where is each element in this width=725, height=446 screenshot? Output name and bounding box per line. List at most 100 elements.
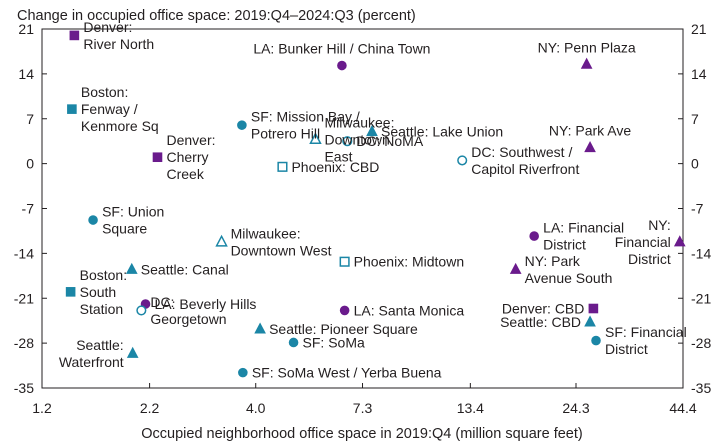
point-label: Milwaukee: Downtown East bbox=[324, 114, 394, 164]
x-tick-label: 13.4 bbox=[457, 400, 484, 416]
point-label: NY: Park Avenue South bbox=[525, 253, 613, 286]
point-label: DC: Georgetown bbox=[150, 294, 226, 327]
data-point bbox=[125, 262, 138, 274]
point-label-line: SF: SoMa bbox=[303, 334, 365, 350]
point-label-line: Cherry bbox=[166, 149, 208, 165]
data-point bbox=[457, 155, 468, 166]
point-label-line: District bbox=[628, 251, 671, 267]
point-label-line: Creek bbox=[166, 166, 204, 182]
x-tick-label: 4.0 bbox=[246, 400, 266, 416]
y-tick-label-left: -14 bbox=[14, 245, 34, 261]
point-labels: Denver: River North LA: Bunker Hill / Chin… bbox=[59, 19, 687, 381]
point-label-line: LA: Santa Monica bbox=[354, 302, 465, 318]
point-label-line: Milwaukee: bbox=[231, 225, 301, 241]
y-tick-label-left: 0 bbox=[26, 156, 34, 172]
point-label-line: Downtown bbox=[324, 131, 389, 147]
x-axis-label: Occupied neighborhood office space in 20… bbox=[141, 426, 582, 442]
data-point bbox=[580, 57, 593, 69]
point-label: Phoenix: Midtown bbox=[354, 254, 465, 270]
point-label: LA: Santa Monica bbox=[354, 302, 465, 318]
data-point bbox=[584, 141, 596, 153]
data-point bbox=[529, 231, 539, 241]
point-label-line: Phoenix: CBD bbox=[291, 159, 379, 175]
point-label-line: Denver: bbox=[83, 19, 132, 35]
point-label-line: Financial bbox=[615, 234, 671, 250]
point-label-line: NY: Park Ave bbox=[549, 123, 631, 139]
point-label: Denver: Cherry Creek bbox=[166, 132, 215, 182]
point-label-line: DC: bbox=[150, 294, 174, 310]
point-label: SF: SoMa bbox=[303, 334, 365, 350]
point-label-line: Denver: bbox=[166, 132, 215, 148]
point-label-line: Milwaukee: bbox=[324, 114, 394, 130]
x-tick-label: 24.3 bbox=[562, 400, 589, 416]
point-label-line: SF: Union bbox=[102, 204, 164, 220]
y-tick-label-right: -21 bbox=[691, 290, 711, 306]
point-label-line: District bbox=[543, 237, 586, 253]
point-label-line: Boston: bbox=[80, 267, 127, 283]
point-label-line: Kenmore Sq bbox=[81, 118, 159, 134]
y-tick-label-left: 7 bbox=[26, 111, 34, 127]
data-point bbox=[342, 136, 353, 147]
y-tick-label-right: -28 bbox=[691, 335, 711, 351]
data-point bbox=[588, 303, 599, 314]
data-point bbox=[136, 305, 147, 316]
data-point bbox=[238, 367, 248, 378]
point-label-line: DC: Southwest / bbox=[471, 144, 572, 160]
point-label-line: SF: SoMa West / Yerba Buena bbox=[252, 365, 442, 381]
point-label-line: Fenway / bbox=[81, 101, 138, 117]
point-label-line: Waterfront bbox=[59, 354, 124, 370]
y-tick-label-right: -14 bbox=[691, 245, 711, 261]
point-label: Denver: River North bbox=[83, 19, 154, 52]
x-tick-label: 1.2 bbox=[32, 400, 52, 416]
point-label-line: Seattle: CBD bbox=[500, 314, 581, 330]
data-point bbox=[254, 322, 266, 334]
point-label: LA: Bunker Hill / China Town bbox=[253, 41, 430, 57]
y-axis-left: 21 14 7 0 -7 -14 -21 -28 -35 bbox=[14, 21, 47, 396]
point-label: Seattle: Canal bbox=[141, 261, 229, 277]
data-point bbox=[277, 161, 288, 172]
point-label-line: Downtown West bbox=[231, 242, 332, 258]
y-tick-label-left: 21 bbox=[18, 21, 34, 37]
point-label: DC: Southwest / Capitol Riverfront bbox=[471, 144, 579, 177]
data-point bbox=[673, 235, 686, 247]
x-tick-label: 7.3 bbox=[353, 400, 373, 416]
data-point bbox=[339, 256, 350, 267]
point-label: NY: Penn Plaza bbox=[538, 39, 636, 55]
point-label-line: Avenue South bbox=[525, 270, 613, 286]
data-point bbox=[337, 60, 347, 71]
data-point bbox=[584, 315, 596, 327]
point-label: Seattle: CBD bbox=[500, 314, 581, 330]
data-point bbox=[67, 104, 77, 114]
data-points bbox=[65, 30, 686, 378]
x-tick-label: 44.4 bbox=[669, 400, 696, 416]
point-label: Milwaukee: Downtown West bbox=[231, 225, 332, 258]
data-point bbox=[65, 287, 76, 297]
point-label-line: LA: Bunker Hill / China Town bbox=[253, 41, 430, 57]
point-label-line: Seattle: Lake Union bbox=[381, 124, 503, 140]
point-label-line: Georgetown bbox=[150, 311, 226, 327]
point-label: Seattle: Waterfront bbox=[59, 337, 124, 370]
point-label: SF: Mission Bay / Potrero Hill bbox=[251, 109, 360, 142]
data-point bbox=[88, 215, 98, 225]
point-label: Boston: Fenway / Kenmore Sq bbox=[81, 84, 159, 134]
point-label-line: East bbox=[324, 148, 352, 164]
point-label: SF: Financial District bbox=[605, 324, 687, 357]
data-point bbox=[509, 262, 522, 274]
point-label: Boston: South Station bbox=[80, 267, 127, 317]
y-tick-label-left: -7 bbox=[22, 201, 35, 217]
point-label-line: Denver: CBD bbox=[502, 301, 584, 317]
point-label: Seattle: Lake Union bbox=[381, 124, 503, 140]
point-label: NY: Financial District bbox=[615, 217, 671, 267]
point-label-line: SF: Mission Bay / bbox=[251, 109, 360, 125]
point-label-line: LA: Beverly Hills bbox=[155, 296, 257, 312]
point-label-line: LA: Financial bbox=[543, 220, 624, 236]
x-tick-label: 2.2 bbox=[140, 400, 160, 416]
point-label-line: Seattle: bbox=[76, 337, 123, 353]
point-label: LA: Financial District bbox=[543, 220, 624, 253]
point-label-line: NY: Penn Plaza bbox=[538, 39, 636, 55]
y-tick-label-left: 14 bbox=[18, 66, 34, 82]
point-label: Denver: CBD bbox=[502, 301, 584, 317]
y-tick-label-right: 7 bbox=[691, 111, 699, 127]
data-point bbox=[288, 337, 299, 348]
